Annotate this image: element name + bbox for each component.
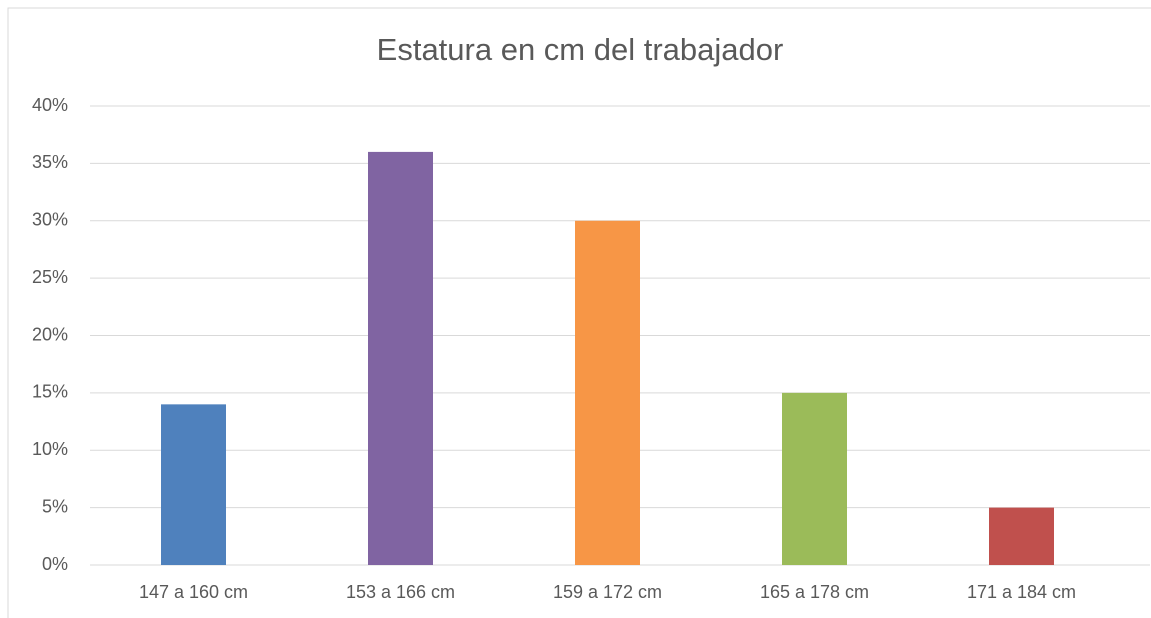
x-tick-label: 171 a 184 cm — [967, 582, 1076, 602]
bar — [575, 220, 640, 565]
y-tick-label: 35% — [32, 152, 68, 172]
x-tick-label: 159 a 172 cm — [553, 582, 662, 602]
bar — [368, 151, 433, 565]
y-tick-label: 10% — [32, 439, 68, 459]
x-tick-label: 165 a 178 cm — [760, 582, 869, 602]
chart-border — [7, 7, 1151, 618]
y-tick-label: 20% — [32, 324, 68, 344]
y-tick-label: 30% — [32, 210, 68, 230]
y-tick-label: 15% — [32, 382, 68, 402]
bar — [989, 507, 1054, 565]
y-tick-label: 0% — [42, 554, 68, 574]
chart-title: Estatura en cm del trabajador — [377, 32, 784, 67]
y-tick-label: 5% — [42, 496, 68, 516]
y-tick-label: 25% — [32, 267, 68, 287]
y-tick-label: 40% — [32, 95, 68, 115]
x-tick-label: 147 a 160 cm — [139, 582, 248, 602]
bar — [782, 392, 847, 565]
x-tick-label: 153 a 166 cm — [346, 582, 455, 602]
bar — [161, 404, 226, 565]
